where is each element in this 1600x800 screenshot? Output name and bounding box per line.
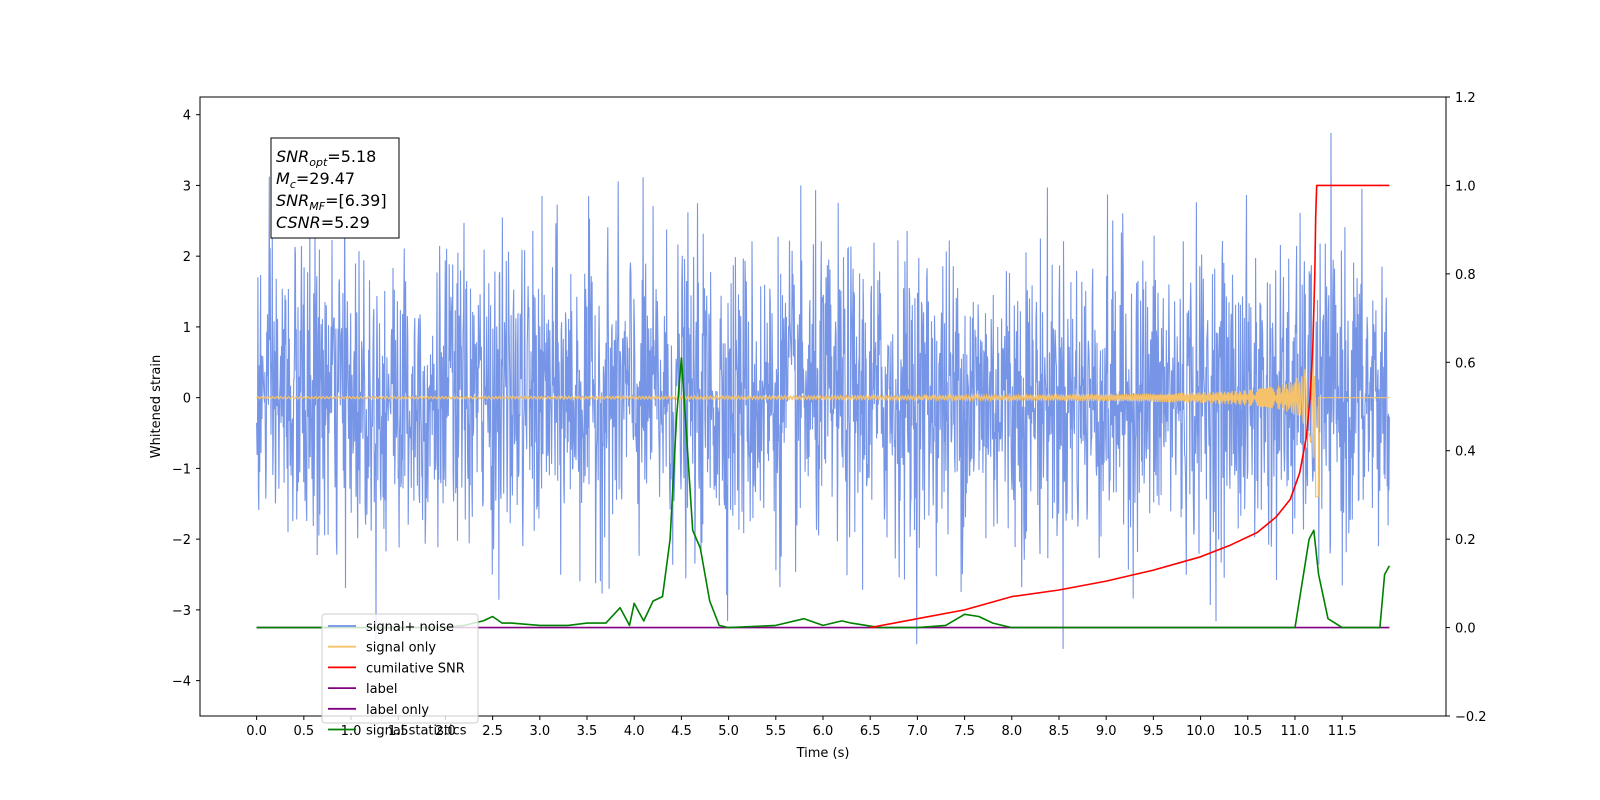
x-tick-label: 2.5 — [482, 724, 503, 739]
x-tick-label: 9.5 — [1143, 724, 1164, 739]
annotation-subscript: c — [290, 178, 296, 191]
right-y-tick-label: 0.0 — [1455, 622, 1476, 637]
legend-entry: signal+ noise — [366, 620, 454, 635]
x-tick-label: 9.0 — [1096, 724, 1117, 739]
left-y-tick-label: −3 — [172, 604, 191, 619]
legend-entry: label only — [366, 703, 429, 718]
x-tick-label: 2.0 — [435, 724, 456, 739]
left-y-tick-label: 4 — [183, 109, 191, 124]
right-y-tick-label: 0.6 — [1455, 356, 1476, 371]
right-axis-series — [256, 184, 1391, 629]
annotation-line: SNRopt=5.18 — [276, 147, 376, 169]
x-tick-label: 4.0 — [624, 724, 645, 739]
x-tick-label: 6.0 — [813, 724, 834, 739]
signal-only-series — [256, 349, 1390, 498]
annotation-symbol: SNR — [276, 191, 309, 210]
left-y-tick-label: −2 — [172, 533, 191, 548]
x-axis-label: Time (s) — [796, 746, 850, 761]
x-tick-label: 5.5 — [765, 724, 786, 739]
left-y-tick-label: 3 — [183, 179, 191, 194]
legend-entry: signal only — [366, 641, 436, 656]
left-y-axis-ticks: −4 −3 −2 −1 0 1 2 3 4 — [172, 109, 200, 690]
legend-entry: label — [366, 682, 397, 697]
legend-entry: cumilative SNR — [366, 661, 465, 676]
annotation-symbol: M — [276, 169, 290, 188]
right-y-tick-label: 0.2 — [1455, 533, 1476, 548]
left-y-tick-label: 2 — [183, 250, 191, 265]
right-y-axis-ticks: −0.2 0.0 0.2 0.4 0.6 0.8 1.0 1.2 — [1446, 91, 1487, 725]
annotation-symbol: CSNR — [276, 213, 321, 232]
left-y-tick-label: −1 — [172, 462, 191, 477]
annotation-value: =5.29 — [321, 213, 370, 232]
x-tick-label: 8.5 — [1049, 724, 1070, 739]
x-tick-label: 10.5 — [1233, 724, 1262, 739]
x-tick-label: 8.0 — [1001, 724, 1022, 739]
x-tick-label: 11.0 — [1280, 724, 1309, 739]
legend-frame — [321, 613, 479, 724]
signal-statistics-line — [256, 357, 1391, 629]
annotation-subscript: opt — [309, 156, 328, 169]
annotation-value: =29.47 — [296, 169, 355, 188]
annotation-subscript: MF — [309, 200, 325, 213]
left-y-tick-label: 1 — [183, 321, 191, 336]
x-tick-label: 5.0 — [718, 724, 739, 739]
x-tick-label: 1.5 — [388, 724, 409, 739]
left-y-tick-label: 0 — [183, 392, 191, 407]
x-tick-label: 7.0 — [907, 724, 928, 739]
x-tick-label: 6.5 — [860, 724, 881, 739]
signal-plus-noise-series — [256, 132, 1390, 649]
annotation-value: =5.18 — [327, 147, 376, 166]
signal-only-line — [256, 349, 1390, 498]
left-y-tick-label: −4 — [172, 675, 191, 690]
x-tick-label: 4.5 — [671, 724, 692, 739]
signal-plus-noise-line — [256, 132, 1390, 649]
x-tick-label: 11.5 — [1328, 724, 1357, 739]
right-y-tick-label: 0.8 — [1455, 268, 1476, 283]
x-tick-label: 3.0 — [529, 724, 550, 739]
cumulative-snr-line — [870, 184, 1390, 629]
x-tick-label: 10.0 — [1186, 724, 1215, 739]
x-tick-label: 0.5 — [293, 724, 314, 739]
right-y-tick-label: 0.4 — [1455, 445, 1476, 460]
x-tick-label: 3.5 — [577, 724, 598, 739]
annotation-symbol: SNR — [276, 147, 309, 166]
annotation-line: SNRMF=[6.39] — [276, 191, 387, 213]
annotation-line: CSNR=5.29 — [276, 213, 370, 232]
legend: signal+ noise signal only cumilative SNR la… — [321, 613, 479, 739]
x-axis-ticks: 0.0 0.5 1.0 1.5 2.0 2.5 3.0 3.5 4.0 4.5 5.0 5.5 6.0 6… — [246, 716, 1357, 739]
right-y-tick-label: 1.2 — [1455, 91, 1476, 106]
annotation-frame — [270, 137, 400, 239]
x-tick-label: 0.0 — [246, 724, 267, 739]
right-y-tick-label: 1.0 — [1455, 179, 1476, 194]
annotation-line: Mc=29.47 — [276, 169, 355, 191]
y-axis-label: Whitened strain — [149, 355, 164, 458]
x-tick-label: 1.0 — [341, 724, 362, 739]
x-tick-label: 7.5 — [954, 724, 975, 739]
legend-entry: signal statistics — [366, 724, 467, 739]
right-y-tick-label: −0.2 — [1455, 710, 1487, 725]
annotation-value: =[6.39] — [325, 191, 387, 210]
